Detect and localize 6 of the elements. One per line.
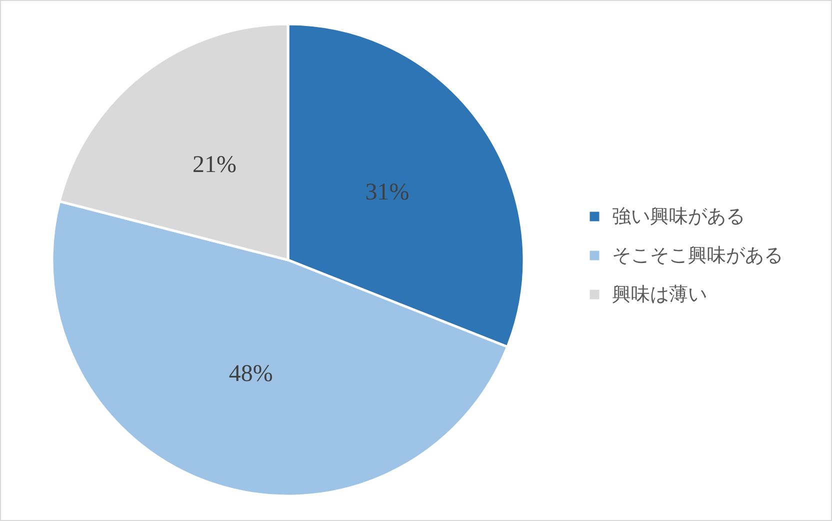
data-label: 48% xyxy=(228,361,273,388)
legend-label: 強い興味がある xyxy=(612,206,745,228)
data-label: 21% xyxy=(192,152,236,178)
data-label: 31% xyxy=(365,180,410,206)
legend-label: 興味は薄い xyxy=(612,284,707,306)
legend-label: そこそこ興味がある xyxy=(612,244,783,266)
